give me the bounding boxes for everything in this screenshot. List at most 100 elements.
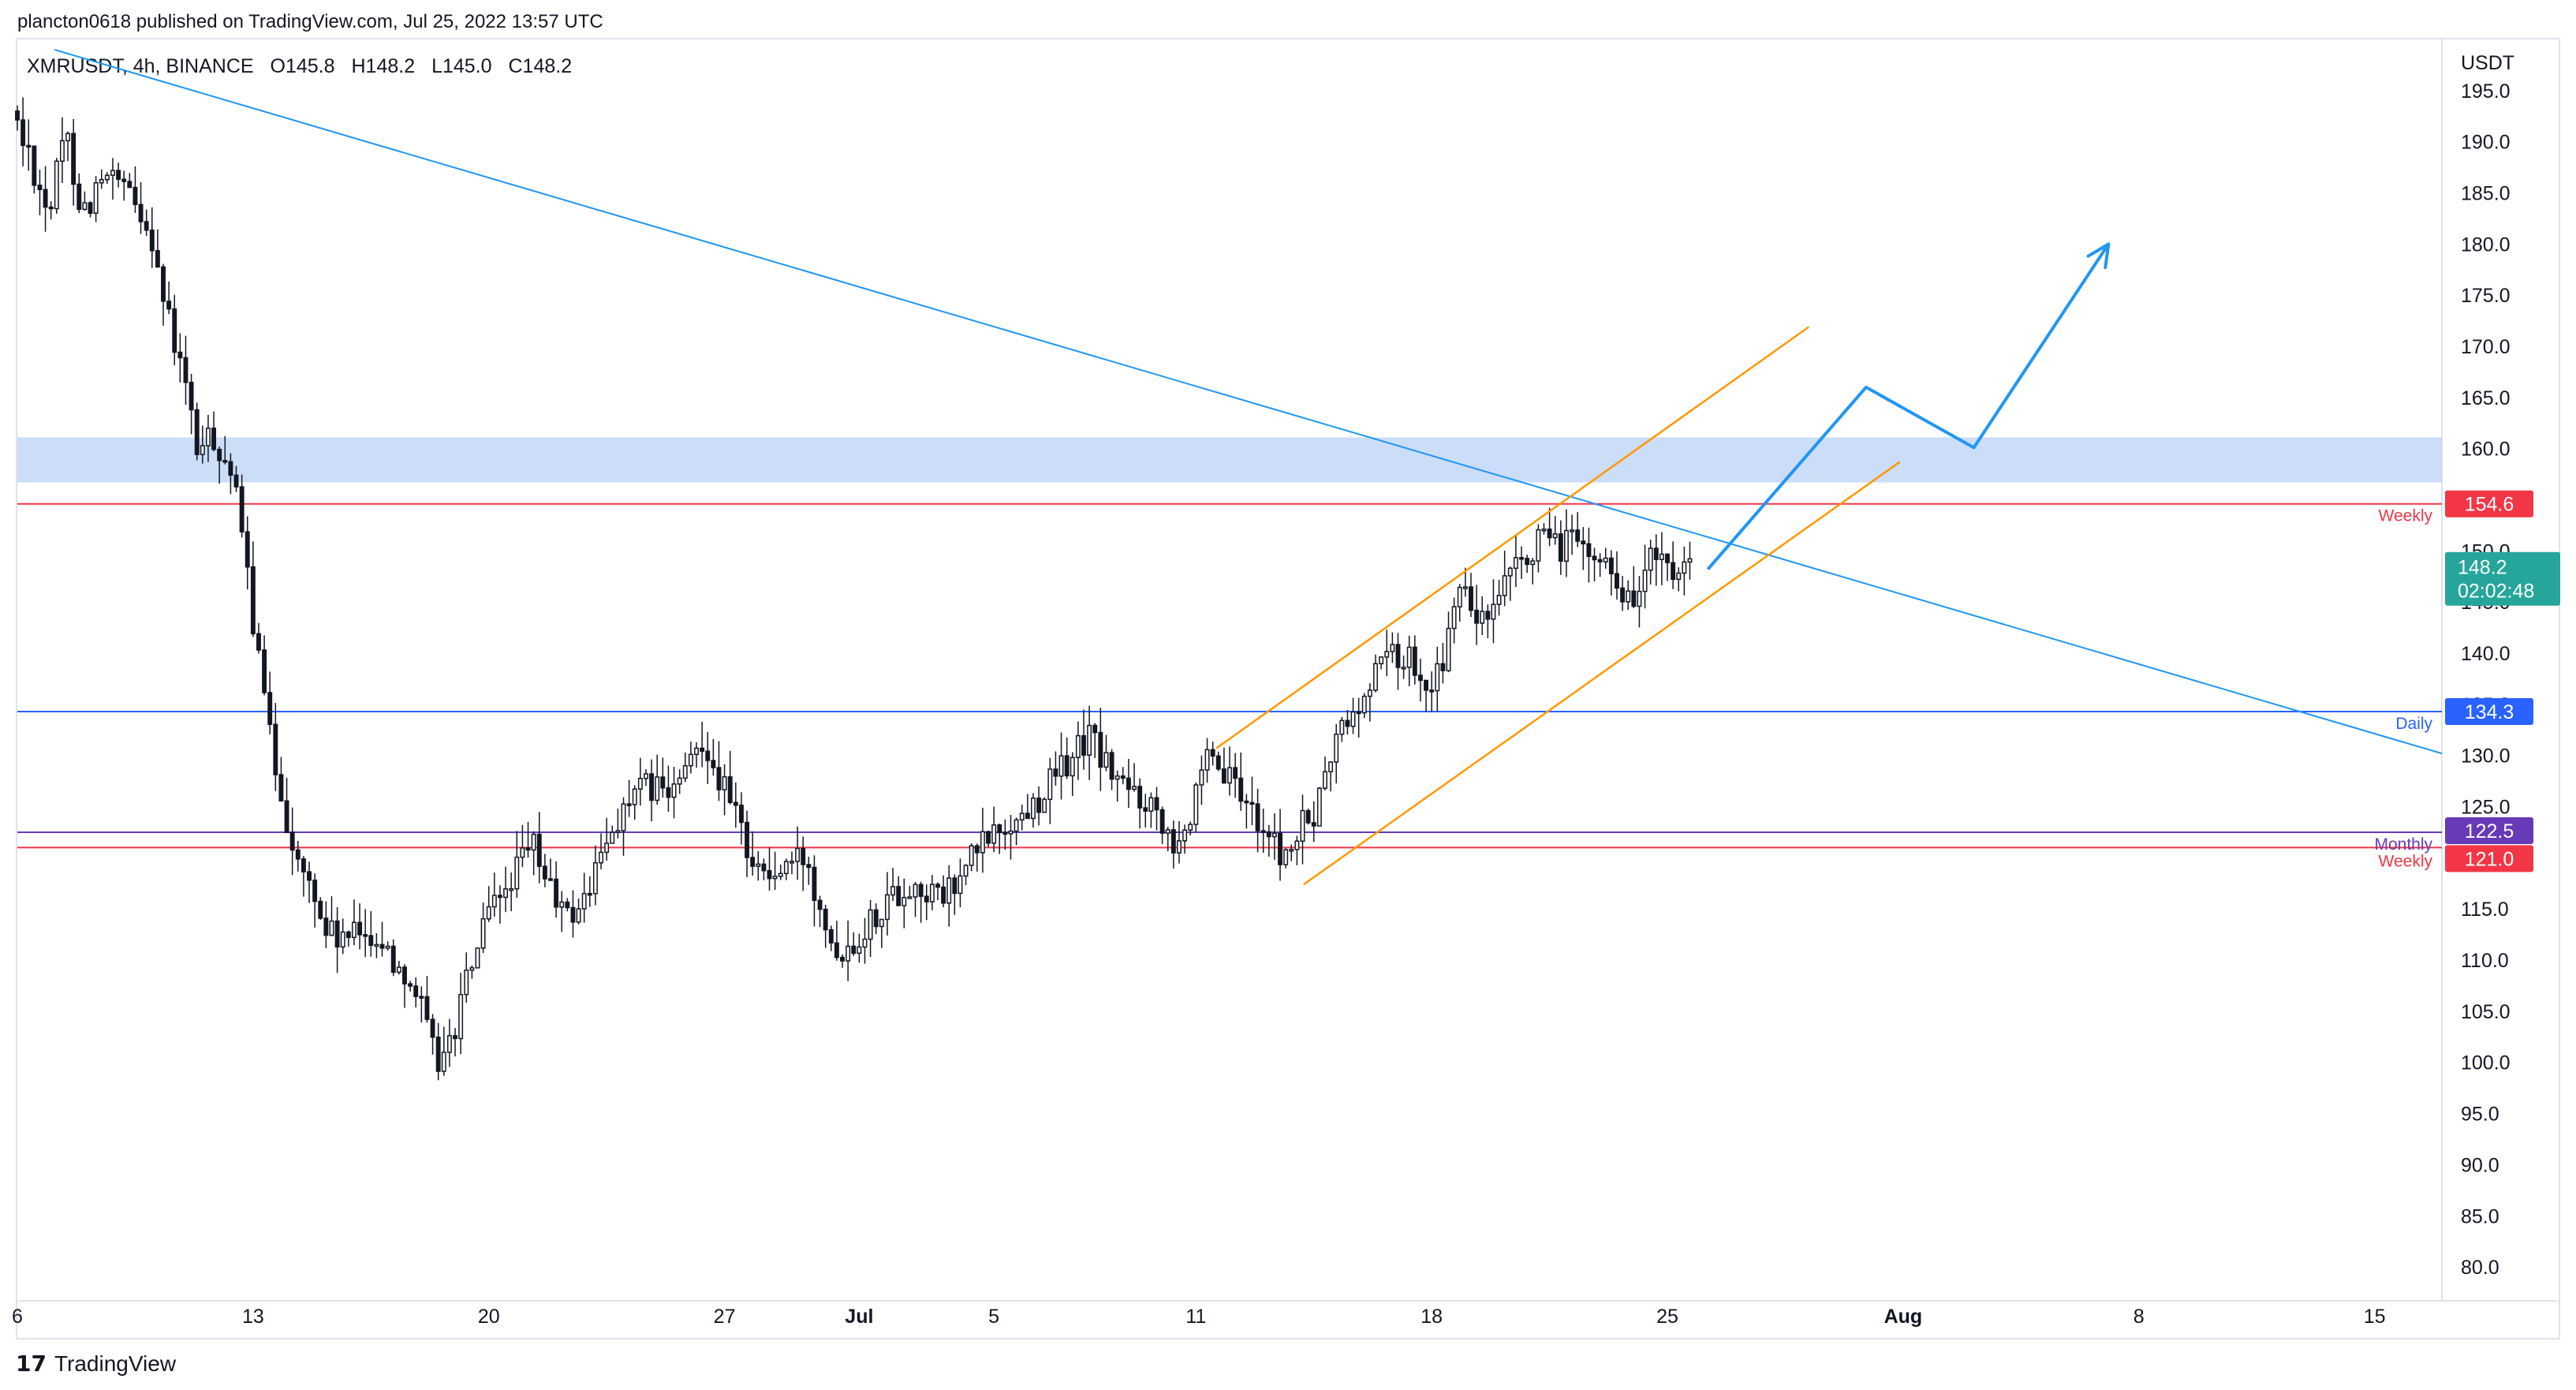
candle-up	[480, 918, 486, 949]
candle-up	[1075, 734, 1081, 758]
candle-down	[727, 775, 733, 803]
ohlc-low: L145.0	[431, 55, 492, 77]
candle-up	[1165, 829, 1170, 834]
candle-up	[475, 947, 480, 969]
symbol-name[interactable]: XMRUSDT, 4h, BINANCE	[27, 55, 254, 77]
candle-down	[194, 409, 200, 455]
candle-up	[1323, 771, 1327, 789]
candle-down	[26, 144, 32, 148]
candle-up	[1042, 798, 1047, 813]
candle-up	[1328, 761, 1334, 772]
candle-down	[1558, 533, 1563, 562]
candle-up	[1502, 575, 1507, 596]
candle-up	[1289, 849, 1294, 852]
candle-down	[430, 1018, 435, 1038]
candle-down	[138, 204, 144, 222]
candle-up	[1384, 651, 1390, 658]
candle-up	[1316, 787, 1322, 827]
candle-up	[385, 945, 390, 949]
candle-up	[913, 884, 918, 898]
candle-down	[250, 566, 256, 635]
y-axis-unit: USDT	[2461, 52, 2514, 74]
candle-down	[256, 633, 261, 651]
candle-down	[1098, 731, 1103, 768]
level-tag: Daily	[2395, 715, 2432, 733]
candle-up	[857, 946, 862, 955]
candle-down	[217, 448, 222, 461]
level-price-badge	[2445, 845, 2533, 872]
candle-up	[682, 764, 688, 779]
candle-up	[205, 428, 211, 447]
candle-down	[711, 760, 716, 768]
candle-up	[902, 896, 907, 906]
candle-down	[77, 183, 82, 211]
candle-up	[351, 921, 357, 939]
x-tick-label: 8	[2134, 1306, 2145, 1328]
candle-down	[812, 866, 817, 902]
x-tick-label: 15	[2364, 1306, 2386, 1328]
candle-up	[374, 943, 379, 947]
candle-up	[790, 861, 794, 864]
candle-down	[211, 428, 217, 450]
candle-up	[1496, 595, 1502, 605]
candle-up	[1283, 849, 1289, 865]
candle-down	[1215, 755, 1221, 770]
y-tick-label: 190.0	[2461, 132, 2511, 154]
candle-down	[542, 865, 547, 880]
candle-down	[548, 878, 553, 881]
candle-down	[1238, 777, 1244, 802]
x-tick-label: 27	[714, 1306, 736, 1328]
y-tick-label: 115.0	[2461, 899, 2509, 921]
candle-down	[239, 486, 245, 532]
tradingview-brand[interactable]: TradingView	[54, 1351, 177, 1376]
candle-down	[402, 966, 407, 985]
y-tick-label: 100.0	[2461, 1052, 2511, 1074]
candle-down	[1233, 767, 1238, 779]
candle-down	[935, 884, 940, 888]
candle-up	[772, 876, 778, 880]
candle-down	[21, 119, 26, 147]
candle-up	[329, 920, 334, 936]
candle-down	[587, 892, 592, 896]
candle-down	[497, 895, 502, 899]
candle-down	[1092, 724, 1098, 734]
candle-up	[1188, 824, 1193, 831]
candle-down	[1170, 829, 1176, 854]
candle-up	[592, 861, 598, 895]
candle-down	[1586, 543, 1592, 558]
candle-down	[267, 692, 273, 725]
candle-up	[1536, 529, 1541, 562]
candle-up	[980, 831, 985, 854]
candle-up	[783, 861, 789, 875]
candle-up	[110, 170, 115, 176]
candle-up	[671, 783, 677, 798]
ohlc-high: H148.2	[351, 55, 416, 77]
candle-down	[1064, 755, 1070, 777]
candle-up	[1199, 769, 1204, 786]
candle-down	[1249, 801, 1255, 805]
candle-down	[1120, 775, 1126, 779]
tradingview-logo-icon[interactable]: 17	[16, 1351, 47, 1377]
candle-down	[1429, 689, 1435, 693]
x-tick-label: 13	[242, 1306, 264, 1328]
candle-down	[262, 649, 267, 693]
candle-down	[997, 824, 1002, 834]
candle-down	[801, 847, 806, 865]
candle-up	[958, 875, 963, 895]
resistance-zone	[17, 437, 2442, 483]
candle-up	[1513, 557, 1518, 570]
candle-down	[1154, 797, 1159, 811]
candle-up	[1300, 809, 1305, 842]
candle-down	[301, 858, 306, 872]
candle-up	[907, 896, 913, 899]
candle-up	[1626, 590, 1631, 603]
candle-up	[1132, 786, 1137, 790]
trend-line	[54, 49, 2443, 755]
candle-down	[974, 845, 980, 854]
candle-down	[133, 186, 138, 205]
candle-up	[610, 831, 615, 844]
candle-down	[15, 110, 20, 121]
candle-down	[738, 804, 744, 824]
candle-up	[599, 851, 603, 864]
